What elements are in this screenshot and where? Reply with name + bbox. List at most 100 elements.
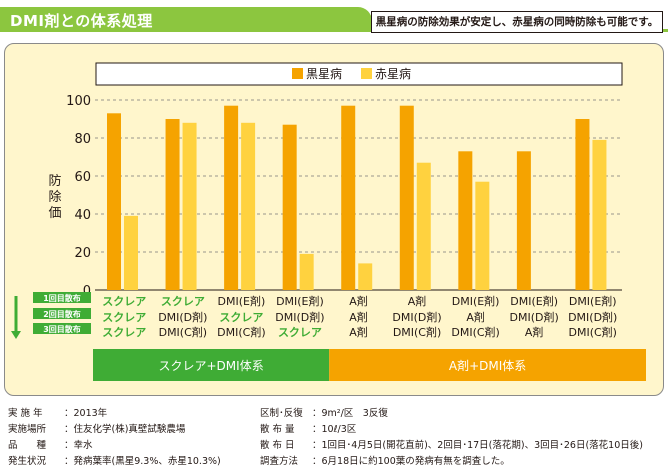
y-tick-label: 100 [66, 94, 91, 109]
bar-red-spot [182, 122, 197, 290]
treatment-label: A剤 [466, 310, 485, 324]
footer-row: 発生状況 ：発病葉率(黒星9.3%、赤星10.3%) [8, 454, 221, 470]
footer-right: 区制･反復 ：9m²/区 3反復散 布 量 ：10ℓ/3区散 布 日 ：1回目･4月5… [260, 406, 643, 470]
treatment-label: DMI(C剤) [217, 325, 265, 339]
group-band [93, 349, 330, 381]
legend-box [95, 62, 623, 86]
bar-black-spot [399, 105, 414, 290]
treatment-label: A剤 [408, 294, 427, 308]
bar-red-spot [241, 122, 256, 290]
y-tick-label: 0 [83, 284, 91, 299]
spray-label: 3回目散布 [43, 324, 81, 334]
spray-label-badge [33, 292, 91, 303]
footer-row: 散 布 量 ：10ℓ/3区 [260, 422, 643, 438]
treatment-label: DMI(C剤) [159, 325, 207, 339]
group-label: スクレア+DMI体系 [159, 359, 264, 373]
y-tick-label: 40 [74, 208, 91, 223]
footer-row: 実 施 年 ：2013年 [8, 406, 221, 422]
footer-key: 調査方法 [260, 456, 299, 467]
y-axis-label: 価 [48, 206, 61, 221]
treatment-label: スクレア [102, 311, 146, 324]
y-axis-label: 除 [48, 190, 61, 205]
footer-value: ：9m²/区 3反復 [312, 408, 388, 419]
bar-red-spot [416, 162, 431, 290]
bar-black-spot [575, 119, 590, 290]
treatment-label: スクレア [278, 326, 322, 339]
bar-red-spot [299, 253, 314, 290]
footer-row: 区制･反復 ：9m²/区 3反復 [260, 406, 643, 422]
treatment-label: DMI(C剤) [568, 325, 616, 339]
title-underline [0, 29, 668, 32]
treatment-label: DMI(D剤) [158, 310, 207, 324]
summary-box: 黒星病の防除効果が安定し、赤星病の同時防除も可能です。 [371, 11, 663, 33]
footer-left: 実 施 年 ：2013年実施場所 ：住友化学(株)真壁試験農場品 種 ：幸水発生状況 ：… [8, 406, 221, 470]
treatment-label: DMI(E剤) [276, 294, 324, 308]
spray-label: 2回目散布 [43, 309, 81, 319]
footer-value: ：1回目･4月5日(開花直前)、2回目･17日(落花期)、3回目･26日(落花1… [312, 440, 643, 451]
page-title: DMI剤との体系処理 [10, 12, 153, 30]
legend-swatch [292, 68, 303, 79]
spray-label-badge [33, 308, 91, 319]
footer-value: ：6月18日に約100葉の発病有無を調査した。 [312, 456, 510, 467]
treatment-label: DMI(D剤) [275, 310, 324, 324]
footer-key: 発生状況 [8, 456, 47, 467]
bar-chart: 黒星病 赤星病020406080100防除価1回目散布2回目散布3回目散布スクレア… [11, 62, 646, 381]
spray-label: 1回目散布 [43, 293, 81, 303]
treatment-label: DMI(E剤) [218, 294, 266, 308]
bar-black-spot [165, 119, 180, 290]
footer-value: ：10ℓ/3区 [312, 424, 357, 435]
footer-row: 調査方法 ：6月18日に約100葉の発病有無を調査した。 [260, 454, 643, 470]
footer-key: 区制･反復 [260, 408, 303, 419]
treatment-label: スクレア [219, 311, 263, 324]
footer-key: 実施場所 [8, 424, 47, 435]
y-axis-label: 防 [48, 173, 61, 189]
treatment-label: DMI(E剤) [510, 294, 558, 308]
footer-value: ：発病葉率(黒星9.3%、赤星10.3%) [64, 456, 221, 467]
legend-label: 赤星病 [375, 66, 411, 81]
footer-row: 品 種 ：幸水 [8, 438, 221, 454]
footer-key: 散 布 日 [260, 440, 295, 451]
treatment-label: DMI(E剤) [569, 294, 617, 308]
legend-swatch [361, 68, 372, 79]
bar-red-spot [358, 263, 373, 290]
spray-order-arrow-head [11, 331, 21, 339]
treatment-label: DMI(D剤) [510, 310, 559, 324]
bar-black-spot [107, 113, 121, 290]
footer-key: 品 種 [8, 440, 47, 451]
treatment-label: A剤 [525, 325, 544, 339]
group-label: A剤+DMI体系 [449, 358, 526, 373]
treatment-label: スクレア [161, 295, 205, 308]
treatment-label: DMI(D剤) [392, 310, 441, 324]
bar-red-spot [592, 139, 607, 290]
footer-value: ：2013年 [64, 408, 108, 419]
footer-key: 散 布 量 [260, 424, 295, 435]
spray-label-badge [33, 323, 91, 334]
bar-red-spot [124, 215, 138, 290]
footer-value: ：住友化学(株)真壁試験農場 [64, 424, 186, 435]
bar-black-spot [282, 124, 297, 290]
treatment-label: スクレア [102, 326, 146, 339]
footer-row: 散 布 日 ：1回目･4月5日(開花直前)、2回目･17日(落花期)、3回目･26… [260, 438, 643, 454]
treatment-label: A剤 [349, 310, 368, 324]
y-tick-label: 80 [74, 132, 91, 147]
treatment-label: DMI(C剤) [393, 325, 441, 339]
treatment-label: A剤 [349, 325, 368, 339]
group-band [329, 349, 646, 381]
treatment-label: DMI(C剤) [451, 325, 499, 339]
treatment-label: スクレア [102, 295, 146, 308]
bar-black-spot [516, 151, 531, 290]
treatment-label: A剤 [349, 294, 368, 308]
bar-black-spot [224, 105, 239, 290]
footer-row: 実施場所 ：住友化学(株)真壁試験農場 [8, 422, 221, 438]
treatment-label: DMI(E剤) [452, 294, 500, 308]
bar-black-spot [458, 151, 473, 290]
title-tab: DMI剤との体系処理 [0, 7, 372, 31]
footer-value: ：幸水 [64, 440, 93, 451]
treatment-label: DMI(D剤) [568, 310, 617, 324]
y-tick-label: 60 [74, 170, 91, 185]
bar-red-spot [475, 181, 490, 290]
bar-black-spot [341, 105, 356, 290]
legend-label: 黒星病 [306, 66, 342, 81]
footer-key: 実 施 年 [8, 408, 43, 419]
y-tick-label: 20 [74, 246, 91, 261]
